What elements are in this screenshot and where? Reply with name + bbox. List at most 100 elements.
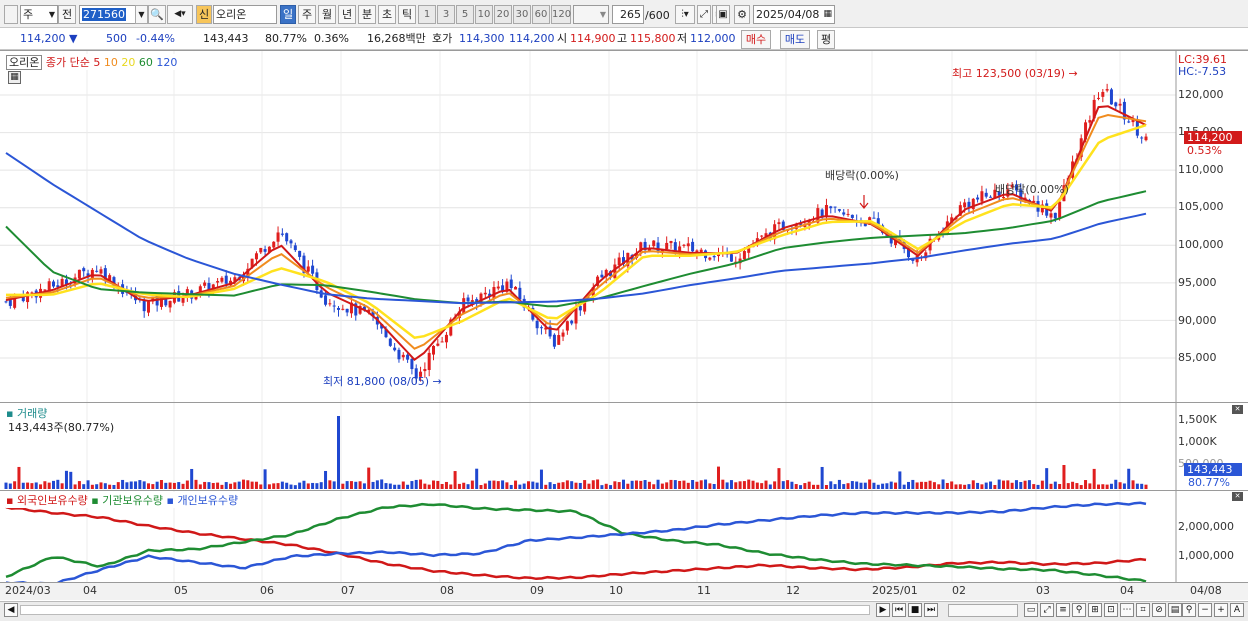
volume-bar — [872, 482, 876, 489]
volume-bar — [639, 480, 643, 489]
volume-bar — [846, 483, 850, 489]
candle-body — [583, 299, 587, 312]
candle-body — [457, 311, 461, 319]
volume-chart[interactable] — [0, 403, 1248, 490]
stock-name-field[interactable]: 오리온 — [213, 5, 277, 24]
tool-icon-6[interactable]: ⊡ — [1104, 603, 1118, 617]
scroll-right-icon[interactable]: ▶ — [876, 603, 890, 617]
candle-type-icon[interactable]: ⫶▾ — [675, 5, 695, 24]
interval-20-button[interactable]: 20 — [494, 5, 512, 24]
volume-bar — [13, 481, 17, 489]
close-icon[interactable]: ✕ — [1232, 492, 1243, 501]
eval-button[interactable]: 평 — [817, 30, 835, 49]
volume-bar — [678, 480, 682, 489]
data-count-input[interactable]: 265 — [612, 5, 644, 24]
code-dropdown-button[interactable]: ▼ — [135, 5, 148, 24]
scroll-left-icon[interactable]: ◀ — [4, 603, 18, 617]
tool-icon-8[interactable]: ⌗ — [1136, 603, 1150, 617]
tool-icon-5[interactable]: ⊞ — [1088, 603, 1102, 617]
volume-bar — [889, 481, 893, 489]
period-type-select[interactable]: 주 ▼ — [20, 5, 58, 24]
volume-bar — [777, 468, 781, 489]
volume-bar — [289, 484, 293, 489]
volume-bar — [203, 481, 207, 489]
candle-body — [552, 334, 556, 347]
candle-body — [77, 269, 81, 279]
interval-1-button[interactable]: 1 — [418, 5, 436, 24]
period-type-value: 주 — [23, 8, 34, 21]
volume-bar — [963, 484, 967, 489]
tool-icon-3[interactable]: ≡ — [1056, 603, 1070, 617]
volume-bar — [578, 482, 582, 489]
period-year-button[interactable]: 년 — [338, 5, 356, 24]
x-label-04b: 04 — [1120, 584, 1134, 597]
zoom-out-icon[interactable]: − — [1198, 603, 1212, 617]
candle-body — [21, 296, 25, 302]
play-icon[interactable]: ⏭ — [924, 603, 938, 617]
interval-5-button[interactable]: 5 — [456, 5, 474, 24]
search-icon[interactable]: 🔍 — [148, 5, 166, 24]
candle-body — [1122, 101, 1126, 120]
stock-code-input[interactable]: 271560 — [79, 5, 137, 24]
buy-button[interactable]: 매수 — [741, 30, 771, 49]
sin-badge[interactable]: 신 — [196, 5, 212, 24]
scroll-track[interactable] — [20, 605, 870, 615]
zoom-slider[interactable] — [948, 604, 1018, 617]
tool-icon-4[interactable]: ⚲ — [1072, 603, 1086, 617]
save-icon[interactable]: ▣ — [716, 5, 730, 24]
calculator-icon[interactable]: ▦ — [8, 71, 21, 84]
price-chart[interactable] — [0, 51, 1248, 402]
volume-bar — [328, 480, 332, 489]
trend-line-icon[interactable]: ⤢ — [697, 5, 711, 24]
volume-bar — [626, 483, 630, 489]
zoom-in-icon[interactable]: + — [1214, 603, 1228, 617]
y-tick-85000: 85,000 — [1178, 351, 1217, 364]
volume-bar — [548, 482, 552, 489]
volume-bar — [760, 483, 764, 489]
volume-bar — [950, 481, 954, 489]
interval-60-button[interactable]: 60 — [532, 5, 550, 24]
period-second-button[interactable]: 초 — [378, 5, 396, 24]
volume-bar — [695, 481, 699, 489]
tool-icon-9[interactable]: ⊘ — [1152, 603, 1166, 617]
candle-body — [557, 335, 561, 345]
x-label-05: 05 — [174, 584, 188, 597]
custom-interval-select[interactable]: ▼ — [573, 5, 609, 24]
period-minute-button[interactable]: 분 — [358, 5, 376, 24]
stop-icon[interactable]: ■ — [908, 603, 922, 617]
interval-30-button[interactable]: 30 — [513, 5, 531, 24]
close-icon[interactable]: ✕ — [1232, 405, 1243, 414]
volume-bar — [393, 484, 397, 489]
prev-button[interactable]: 전 — [58, 5, 76, 24]
volume-bar — [764, 480, 768, 489]
volume-bar — [138, 480, 142, 489]
tool-icon-1[interactable]: ▭ — [1024, 603, 1038, 617]
y-tick-120000: 120,000 — [1178, 88, 1224, 101]
period-day-button[interactable]: 일 — [280, 5, 296, 24]
period-tick-button[interactable]: 틱 — [398, 5, 416, 24]
volume-bar — [742, 481, 746, 489]
speaker-icon[interactable]: ◀▾ — [167, 5, 193, 24]
gear-icon[interactable]: ⚙ — [734, 5, 750, 24]
period-month-button[interactable]: 월 — [318, 5, 336, 24]
candle-body — [324, 295, 328, 305]
tool-icon-2[interactable]: ⤢ — [1040, 603, 1054, 617]
interval-10-button[interactable]: 10 — [475, 5, 493, 24]
rewind-icon[interactable]: ⏮ — [892, 603, 906, 617]
text-size-icon[interactable]: A — [1230, 603, 1244, 617]
tool-icon-10[interactable]: ▤ — [1168, 603, 1182, 617]
sell-button[interactable]: 매도 — [780, 30, 810, 49]
tool-icon-7[interactable]: ⋯ — [1120, 603, 1134, 617]
interval-3-button[interactable]: 3 — [437, 5, 455, 24]
date-input[interactable]: 2025/04/08 ▦ — [753, 5, 835, 24]
period-week-button[interactable]: 주 — [298, 5, 316, 24]
candle-body — [432, 345, 435, 355]
volume-bar — [1036, 484, 1040, 489]
holdings-chart[interactable] — [0, 491, 1248, 582]
interval-120-button[interactable]: 120 — [551, 5, 571, 24]
menu-icon[interactable] — [4, 5, 18, 24]
zoom-icon[interactable]: ⚲ — [1182, 603, 1196, 617]
volume-bar — [565, 480, 569, 489]
y-tick-110000: 110,000 — [1178, 163, 1224, 176]
y-tick-105000: 105,000 — [1178, 200, 1224, 213]
